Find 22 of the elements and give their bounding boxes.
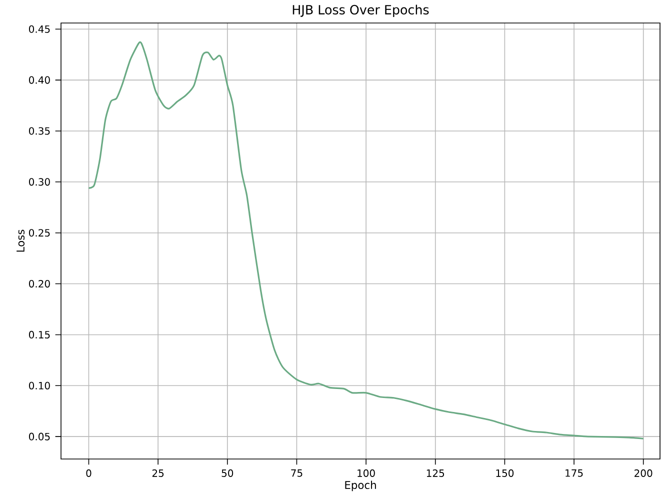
- y-tick-label: 0.15: [29, 331, 50, 339]
- y-axis-title: Loss: [16, 230, 25, 252]
- x-tick-label: 100: [358, 470, 375, 478]
- x-tick-label: 200: [634, 470, 652, 478]
- y-tick-label: 0.40: [29, 76, 50, 84]
- y-tick-label: 0.10: [29, 382, 50, 390]
- y-tick-label: 0.45: [29, 26, 50, 34]
- x-tick-label: 75: [291, 470, 302, 478]
- x-tick-label: 0: [86, 470, 92, 478]
- line-series: [88, 42, 644, 440]
- chart-title: HJB Loss Over Epochs: [292, 4, 429, 18]
- x-tick-label: 150: [496, 470, 514, 478]
- y-tick-label: 0.05: [29, 433, 50, 441]
- x-tick-label: 25: [152, 470, 164, 478]
- y-tick-label: 0.35: [29, 127, 50, 135]
- x-tick-label: 125: [426, 470, 444, 478]
- y-tick-label: 0.30: [29, 178, 50, 186]
- x-tick-label: 50: [222, 470, 234, 478]
- x-axis-title: Epoch: [345, 481, 376, 492]
- y-tick-label: 0.20: [29, 280, 50, 288]
- y-tick-label: 0.25: [29, 229, 50, 237]
- x-tick-label: 175: [566, 470, 583, 478]
